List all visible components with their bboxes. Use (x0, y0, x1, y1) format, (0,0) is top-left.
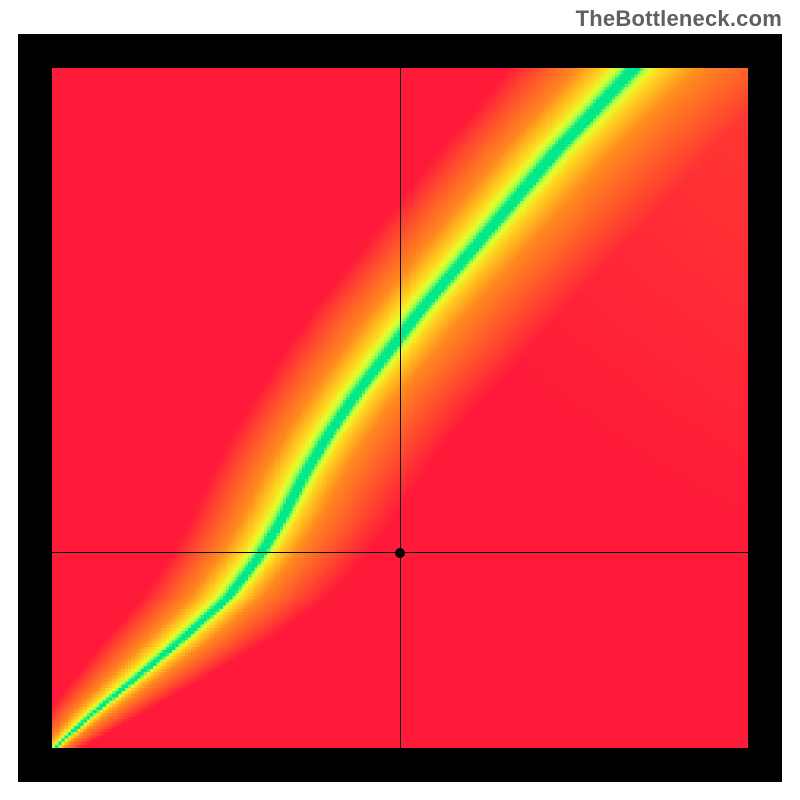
crosshair-vertical (400, 68, 401, 748)
plot-frame (18, 34, 782, 782)
watermark-text: TheBottleneck.com (576, 6, 782, 32)
chart-container: TheBottleneck.com (0, 0, 800, 800)
data-point-marker (395, 548, 405, 558)
